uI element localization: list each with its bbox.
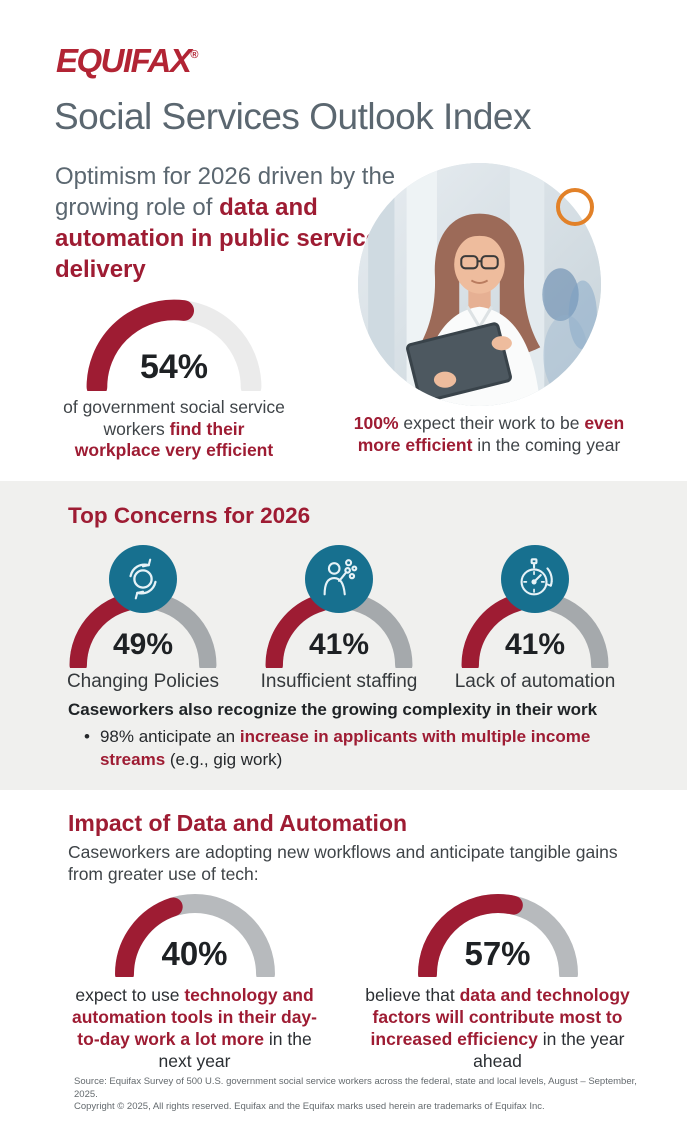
top-concerns-section: Top Concerns for 2026 49% Changing bbox=[0, 481, 687, 790]
concern-insufficient-staffing: 41% Insufficient staffing bbox=[241, 545, 437, 693]
workplace-efficiency-gauge bbox=[80, 293, 268, 391]
equifax-logo: EQUIFAX® bbox=[56, 42, 198, 80]
top-concerns-row: 49% Changing Policies bbox=[45, 545, 633, 693]
source-footnote: Source: Equifax Survey of 500 U.S. gover… bbox=[74, 1076, 656, 1114]
impact-item-efficiency-factors: 57% believe that data and technology fac… bbox=[345, 888, 650, 1072]
sync-arrows-icon bbox=[109, 545, 177, 613]
caseworkers-note-title: Caseworkers also recognize the growing c… bbox=[68, 700, 598, 719]
changing-policies-label: Changing Policies bbox=[66, 671, 220, 693]
efficiency-factors-caption: believe that data and technology factors… bbox=[365, 985, 630, 1072]
lack-of-automation-label: Lack of automation bbox=[454, 671, 616, 693]
efficiency-factors-gauge-block: 57% bbox=[412, 888, 584, 978]
technology-use-caption: expect to use technology and automation … bbox=[71, 985, 317, 1072]
concern-changing-policies: 49% Changing Policies bbox=[45, 545, 241, 693]
workplace-efficiency-gauge-value: 54% bbox=[139, 347, 209, 386]
impact-item-technology-use: 40% expect to use technology and automat… bbox=[62, 888, 327, 1072]
technology-use-gauge-value: 40% bbox=[161, 935, 228, 973]
page-title: Social Services Outlook Index bbox=[54, 96, 532, 137]
orange-ring-decoration bbox=[556, 188, 594, 226]
impact-heading: Impact of Data and Automation bbox=[68, 810, 408, 836]
logo-text: EQUIFAX bbox=[56, 42, 192, 79]
caseworkers-note-bullet: • 98% anticipate an increase in applican… bbox=[84, 725, 628, 771]
efficiency-factors-gauge-value: 57% bbox=[464, 935, 531, 973]
lack-of-automation-gauge-value: 41% bbox=[504, 628, 566, 662]
insufficient-staffing-label: Insufficient staffing bbox=[260, 671, 418, 693]
impact-intro: Caseworkers are adopting new workflows a… bbox=[68, 842, 618, 884]
concern-lack-of-automation: 41% Lack of automation bbox=[437, 545, 633, 693]
workplace-efficiency-gauge-block: 54% bbox=[80, 293, 268, 391]
intro-statement: Optimism for 2026 driven by the growing … bbox=[55, 163, 396, 283]
copyright-line: Copyright © 2025, All rights reserved. E… bbox=[74, 1101, 545, 1112]
juggling-person-icon bbox=[305, 545, 373, 613]
workplace-efficiency-caption: of government social service workers fin… bbox=[63, 397, 285, 460]
insufficient-staffing-gauge-value: 41% bbox=[308, 628, 370, 662]
technology-use-gauge bbox=[109, 888, 281, 978]
technology-use-gauge-block: 40% bbox=[109, 888, 281, 978]
registered-mark: ® bbox=[190, 49, 199, 61]
caseworkers-note: Caseworkers also recognize the growing c… bbox=[68, 700, 628, 771]
top-concerns-heading: Top Concerns for 2026 bbox=[68, 503, 311, 528]
source-line: Source: Equifax Survey of 500 U.S. gover… bbox=[74, 1076, 637, 1100]
outlook-stat-caption: 100% expect their work to be even more e… bbox=[353, 413, 625, 455]
changing-policies-gauge-value: 49% bbox=[112, 628, 174, 662]
caseworkers-note-bullet-text: 98% anticipate an increase in applicants… bbox=[99, 727, 591, 769]
bullet-marker: • bbox=[84, 727, 90, 746]
stopwatch-icon bbox=[501, 545, 569, 613]
efficiency-factors-gauge bbox=[412, 888, 584, 978]
